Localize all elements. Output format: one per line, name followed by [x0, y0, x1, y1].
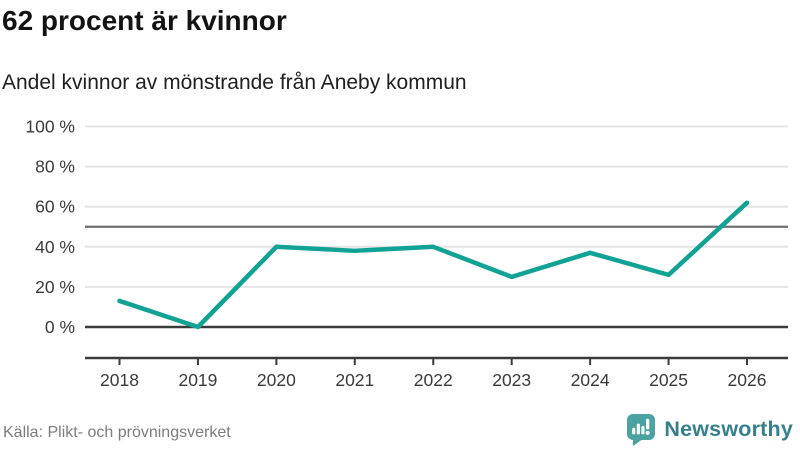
x-axis-tick-label: 2019 — [178, 370, 217, 390]
newsworthy-logo-text: Newsworthy — [664, 417, 793, 441]
chart-subtitle: Andel kvinnor av mönstrande från Aneby k… — [2, 71, 467, 94]
y-axis-tick-label: 20 % — [35, 277, 75, 297]
y-axis-tick-label: 60 % — [35, 197, 75, 217]
x-axis-tick-label: 2026 — [728, 370, 767, 390]
x-axis-tick-label: 2025 — [649, 370, 688, 390]
y-axis-tick-label: 40 % — [35, 237, 75, 257]
x-axis-tick-label: 2024 — [571, 370, 610, 390]
x-axis-tick-label: 2023 — [492, 370, 531, 390]
data-line-andel-kvinnor — [117, 200, 750, 330]
x-axis-tick-label: 2022 — [414, 370, 453, 390]
chart-title: 62 procent är kvinnor — [2, 5, 287, 36]
newsworthy-logo: Newsworthy — [626, 413, 793, 446]
newsworthy-pin-icon — [627, 414, 656, 446]
y-axis-tick-label: 80 % — [35, 157, 75, 177]
x-axis-tick-label: 2018 — [100, 370, 139, 390]
source-text: Källa: Plikt- och prövningsverket — [3, 424, 231, 441]
x-axis-tick-label: 2021 — [335, 370, 374, 390]
y-axis-tick-label: 100 % — [25, 117, 75, 137]
y-axis-tick-label: 0 % — [45, 317, 75, 337]
x-axis-tick-label: 2020 — [257, 370, 296, 390]
